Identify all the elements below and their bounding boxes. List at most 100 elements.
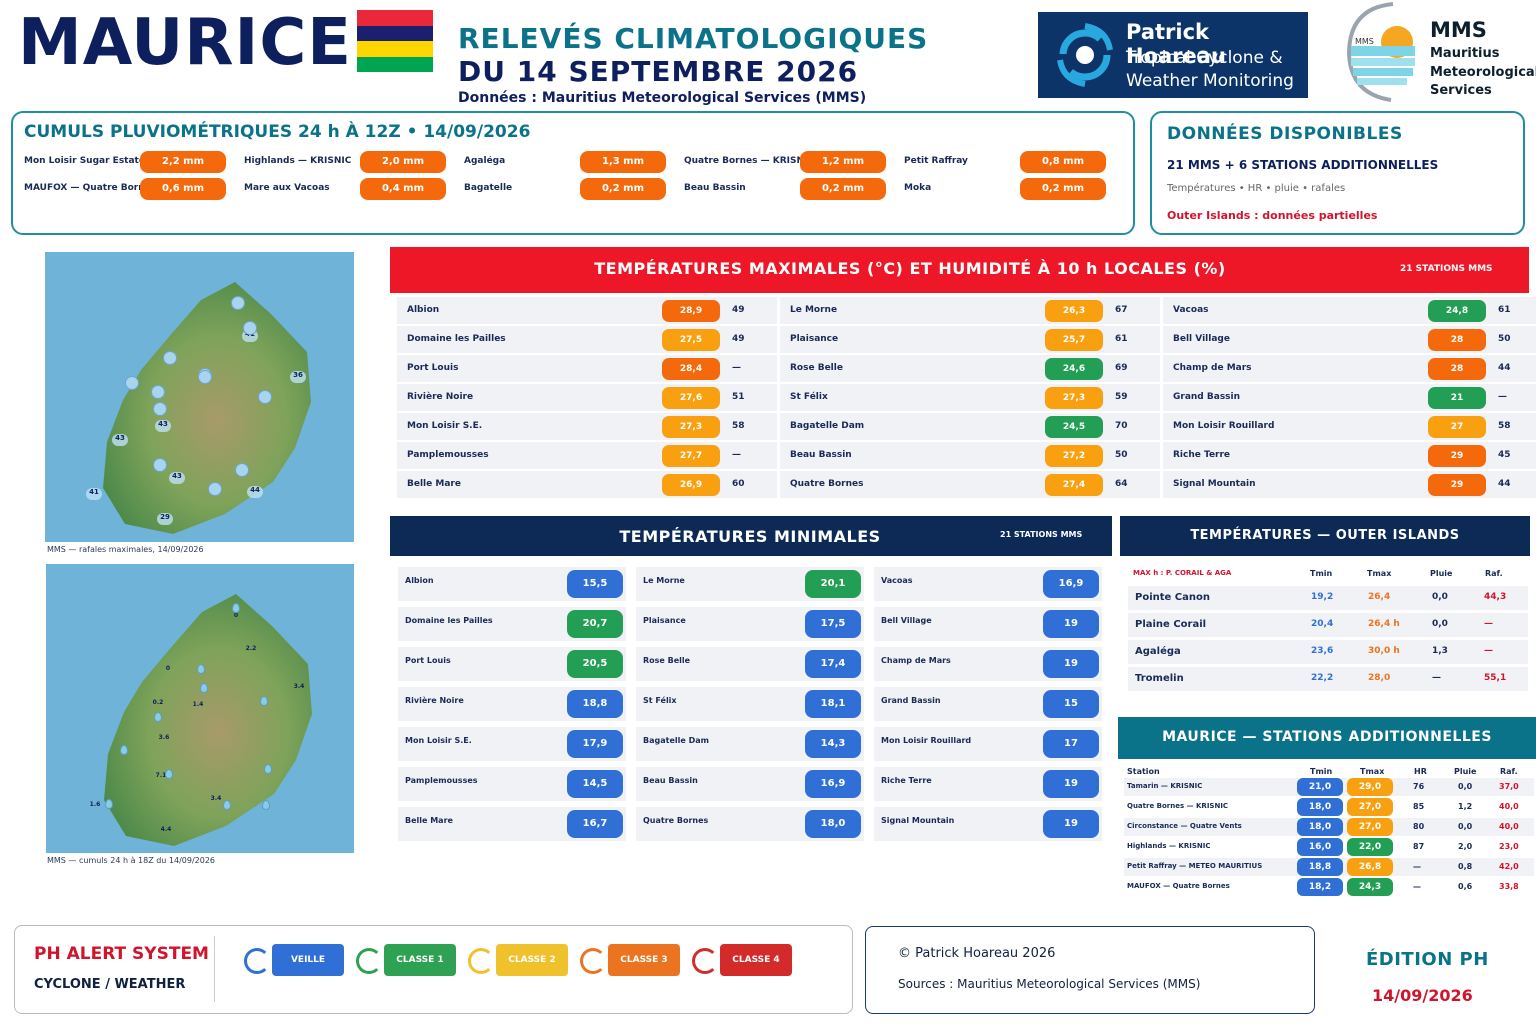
wind-marker-icon: [153, 458, 167, 472]
additional-tmin-badge: 18,8: [1297, 858, 1343, 876]
outer-island-rain: 0,0: [1432, 592, 1448, 602]
wind-marker-icon: [258, 390, 272, 404]
additional-tmin-badge: 18,0: [1297, 818, 1343, 836]
gust-map-label: 43: [169, 472, 185, 484]
tmax-station: Bagatelle Dam: [790, 421, 865, 431]
tmax-value-badge: 27,3: [1045, 387, 1103, 409]
raindrop-icon: [262, 800, 270, 810]
additional-rain: 0,6: [1458, 882, 1473, 891]
tmin-value-badge: 19: [1043, 810, 1099, 838]
outer-islands-col-header: Pluie: [1430, 569, 1453, 578]
outer-island-gust: 55,1: [1484, 673, 1507, 683]
tmax-station: Pamplemousses: [407, 450, 489, 460]
tmax-value-badge: 24,6: [1045, 358, 1103, 380]
mms-name-line2: Meteorological: [1430, 64, 1536, 80]
rain-map-label: 3.4: [293, 683, 305, 690]
additional-hr: 85: [1413, 802, 1425, 811]
alert-system-title: PH ALERT SYSTEM: [34, 944, 209, 964]
rain-station-label: Highlands — KRISNIC: [244, 156, 352, 166]
mms-logo: MMS: [1345, 2, 1415, 102]
outer-islands-title: TEMPÉRATURES — OUTER ISLANDS: [1190, 528, 1460, 543]
outer-island-tmin: 19,2: [1311, 592, 1334, 602]
tmin-title: TEMPÉRATURES MINIMALES: [619, 527, 881, 546]
humidity-value: 64: [1115, 479, 1128, 489]
tmax-station: Mon Loisir Rouillard: [1173, 421, 1275, 431]
outer-island-tmin: 23,6: [1311, 646, 1334, 656]
tmin-station: Belle Mare: [405, 816, 453, 825]
tmin-value-badge: 17,5: [805, 610, 861, 638]
tmin-value-badge: 20,1: [805, 570, 861, 598]
tmin-value-badge: 19: [1043, 610, 1099, 638]
tmax-value-badge: 27,6: [662, 387, 720, 409]
additional-gust: 23,0: [1499, 842, 1519, 851]
mauritius-island-shape: [104, 594, 312, 846]
tmin-station: St Félix: [643, 696, 677, 705]
outer-island-tmin: 20,4: [1311, 619, 1334, 629]
page-title-line1: RELEVÉS CLIMATOLOGIQUES: [458, 22, 929, 55]
tmax-value-badge: 27: [1428, 416, 1486, 438]
additional-stations-header: [1118, 717, 1536, 759]
tmax-station: Beau Bassin: [790, 450, 852, 460]
additional-tmin-badge: 18,2: [1297, 878, 1343, 896]
raindrop-icon: [223, 800, 231, 810]
rain-map-caption: MMS — cumuls 24 h à 18Z du 14/09/2026: [47, 856, 216, 865]
alert-level-badge: CLASSE 2: [496, 944, 568, 976]
wind-marker-icon: [208, 482, 222, 496]
additional-tmax-badge: 29,0: [1347, 778, 1393, 796]
sources: Sources : Mauritius Meteorological Servi…: [898, 977, 1201, 991]
tmax-value-badge: 28,9: [662, 300, 720, 322]
rain-value-badge: 2,2 mm: [140, 151, 226, 173]
alert-cyclone-icon: [468, 948, 494, 974]
additional-station: Tamarin — KRISNIC: [1127, 782, 1203, 790]
tmin-station: Port Louis: [405, 656, 451, 665]
edition-label: ÉDITION PH: [1366, 949, 1489, 970]
humidity-value: 58: [732, 421, 745, 431]
tmin-station: Domaine les Pailles: [405, 616, 493, 625]
humidity-value: 67: [1115, 305, 1128, 315]
tmax-station: Port Louis: [407, 363, 459, 373]
availability-note: Outer Islands : données partielles: [1167, 209, 1378, 222]
rain-value-badge: 0,4 mm: [360, 178, 446, 200]
rain-map: 0 2.2 0 3.4 0.2 1.4 3.6 7.1 3.4 1.6 4.4: [46, 564, 354, 853]
tmax-value-badge: 28,4: [662, 358, 720, 380]
raindrop-icon: [165, 769, 173, 779]
additional-station: Quatre Bornes — KRISNIC: [1127, 802, 1229, 810]
additional-col-header: Pluie: [1454, 767, 1477, 776]
raindrop-icon: [105, 799, 113, 809]
tmin-station: Pamplemousses: [405, 776, 478, 785]
wind-marker-icon: [235, 463, 249, 477]
alert-level-badge: CLASSE 4: [720, 944, 792, 976]
tmax-station: Vacoas: [1173, 305, 1209, 315]
gust-map-label: 29: [157, 513, 173, 525]
additional-station: Petit Raffray — METEO MAURITIUS: [1127, 862, 1263, 870]
tmax-station: Quatre Bornes: [790, 479, 864, 489]
additional-station: Circonstance — Quatre Vents: [1127, 822, 1242, 830]
tmax-station: Grand Bassin: [1173, 392, 1241, 402]
additional-col-header: Raf.: [1500, 767, 1518, 776]
outer-island-name: Agaléga: [1135, 646, 1181, 657]
outer-islands-row: [1128, 667, 1528, 691]
rain-map-label: 3.6: [158, 734, 170, 741]
ph-logo-line3: Weather Monitoring: [1126, 71, 1294, 91]
flag-stripe-blue: [357, 25, 433, 41]
rain-station-label: Moka: [904, 183, 932, 193]
rain-map-label: 2.2: [245, 645, 257, 652]
rain-value-badge: 0,6 mm: [140, 178, 226, 200]
tmax-value-badge: 27,2: [1045, 445, 1103, 467]
rain-station-label: Quatre Bornes — KRISNIC: [684, 156, 802, 166]
rain-value-badge: 2,0 mm: [360, 151, 446, 173]
additional-tmin-badge: 21,0: [1297, 778, 1343, 796]
rain-map-label: 7.1: [155, 772, 167, 779]
tmin-station: Beau Bassin: [643, 776, 698, 785]
rain-panel: [11, 111, 1135, 235]
additional-stations-title: MAURICE — STATIONS ADDITIONNELLES: [1162, 729, 1492, 745]
humidity-value: 44: [1498, 479, 1511, 489]
additional-gust: 42,0: [1499, 862, 1519, 871]
gust-map-label: 43: [155, 420, 171, 432]
tmin-value-badge: 18,1: [805, 690, 861, 718]
humidity-value: 44: [1498, 363, 1511, 373]
tmin-value-badge: 15,5: [567, 570, 623, 598]
additional-gust: 40,0: [1499, 822, 1519, 831]
tmax-value-badge: 29: [1428, 445, 1486, 467]
additional-hr: —: [1413, 882, 1421, 891]
